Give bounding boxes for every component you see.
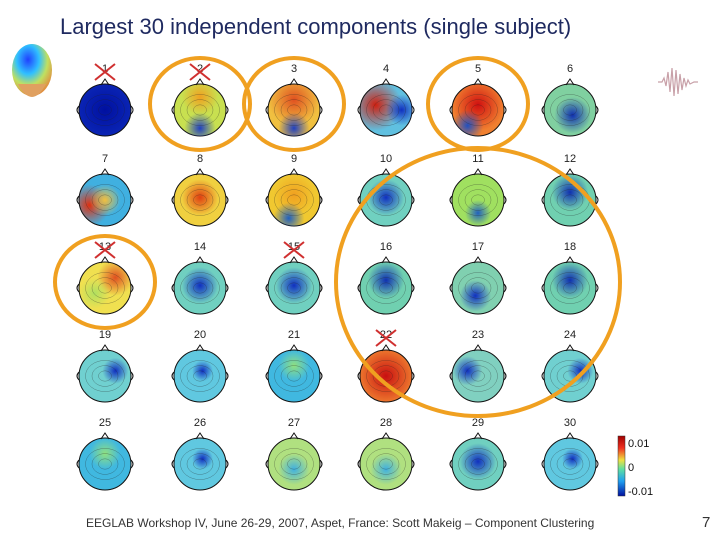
scalp-map-2: 2 xyxy=(171,63,229,137)
scalp-map-19: 19 xyxy=(76,329,134,403)
scalp-map-3: 3 xyxy=(265,63,323,137)
component-number: 11 xyxy=(472,153,483,165)
component-number: 3 xyxy=(291,63,297,75)
scalp-map-4: 4 xyxy=(357,63,415,137)
component-number: 15 xyxy=(288,241,300,253)
scalp-map-24: 24 xyxy=(541,329,599,403)
scalp-map-6: 6 xyxy=(541,63,599,137)
scalp-map-29: 29 xyxy=(449,417,507,491)
colorbar-mid-label: 0 xyxy=(628,462,635,474)
page-number: 7 xyxy=(702,514,711,531)
component-number: 18 xyxy=(564,241,576,253)
waveform-icon xyxy=(656,64,700,100)
rejected-cross-icon xyxy=(189,63,211,81)
component-number: 4 xyxy=(383,63,389,75)
component-number: 16 xyxy=(380,241,392,253)
component-number: 10 xyxy=(380,153,392,165)
rejected-cross-icon xyxy=(283,241,305,259)
component-number: 14 xyxy=(194,241,206,253)
slide-title: Largest 30 independent components (singl… xyxy=(60,14,572,39)
scalp-map-28: 28 xyxy=(357,417,415,491)
scalp-map-18: 18 xyxy=(541,241,599,315)
scalp-map-22: 22 xyxy=(357,329,415,403)
rejected-cross-icon xyxy=(94,241,116,259)
rejected-cross-icon xyxy=(375,329,397,347)
highlight-circle xyxy=(148,56,252,152)
component-number: 6 xyxy=(567,63,573,75)
colorbar xyxy=(617,435,626,497)
colorbar-max-label: 0.01 xyxy=(628,438,650,450)
scalp-map-17: 17 xyxy=(449,241,507,315)
highlight-circle xyxy=(334,146,622,418)
component-number: 29 xyxy=(472,417,484,429)
scalp-map-11: 11 xyxy=(449,153,507,227)
component-number: 25 xyxy=(99,417,111,429)
component-number: 28 xyxy=(380,417,392,429)
slide-footer: EEGLAB Workshop IV, June 26-29, 2007, As… xyxy=(86,516,595,530)
scalp-map-16: 16 xyxy=(357,241,415,315)
scalp-map-14: 14 xyxy=(171,241,229,315)
scalp-map-21: 21 xyxy=(265,329,323,403)
scalp-map-13: 13 xyxy=(76,241,134,315)
component-number: 23 xyxy=(472,329,484,341)
rejected-cross-icon xyxy=(94,63,116,81)
scalp-map-7: 7 xyxy=(76,153,134,227)
scalp-map-9: 9 xyxy=(265,153,323,227)
component-number: 13 xyxy=(99,241,111,253)
component-number: 21 xyxy=(288,329,300,341)
component-number: 24 xyxy=(564,329,576,341)
scalp-map-15: 15 xyxy=(265,241,323,315)
component-number: 1 xyxy=(102,63,108,75)
scalp-map-8: 8 xyxy=(171,153,229,227)
component-number: 20 xyxy=(194,329,206,341)
component-number: 26 xyxy=(194,417,206,429)
component-number: 30 xyxy=(564,417,576,429)
scalp-map-25: 25 xyxy=(76,417,134,491)
component-number: 12 xyxy=(564,153,576,165)
component-number: 22 xyxy=(380,329,392,341)
component-number: 2 xyxy=(197,63,203,75)
scalp-map-27: 27 xyxy=(265,417,323,491)
scalp-map-12: 12 xyxy=(541,153,599,227)
scalp-map-1: 1 xyxy=(76,63,134,137)
component-number: 7 xyxy=(102,153,108,165)
scalp-map-30: 30 xyxy=(541,417,599,491)
head-model-icon xyxy=(8,40,56,112)
scalp-map-23: 23 xyxy=(449,329,507,403)
component-number: 9 xyxy=(291,153,297,165)
scalp-map-5: 5 xyxy=(449,63,507,137)
scalp-map-20: 20 xyxy=(171,329,229,403)
component-number: 19 xyxy=(99,329,111,341)
highlight-circle xyxy=(242,56,346,152)
highlight-circle xyxy=(53,234,157,330)
component-number: 8 xyxy=(197,153,203,165)
scalp-map-10: 10 xyxy=(357,153,415,227)
component-number: 27 xyxy=(288,417,300,429)
highlight-circle xyxy=(426,56,530,152)
scalp-map-26: 26 xyxy=(171,417,229,491)
colorbar-min-label: -0.01 xyxy=(628,486,654,498)
component-number: 17 xyxy=(472,241,484,253)
component-number: 5 xyxy=(475,63,481,75)
